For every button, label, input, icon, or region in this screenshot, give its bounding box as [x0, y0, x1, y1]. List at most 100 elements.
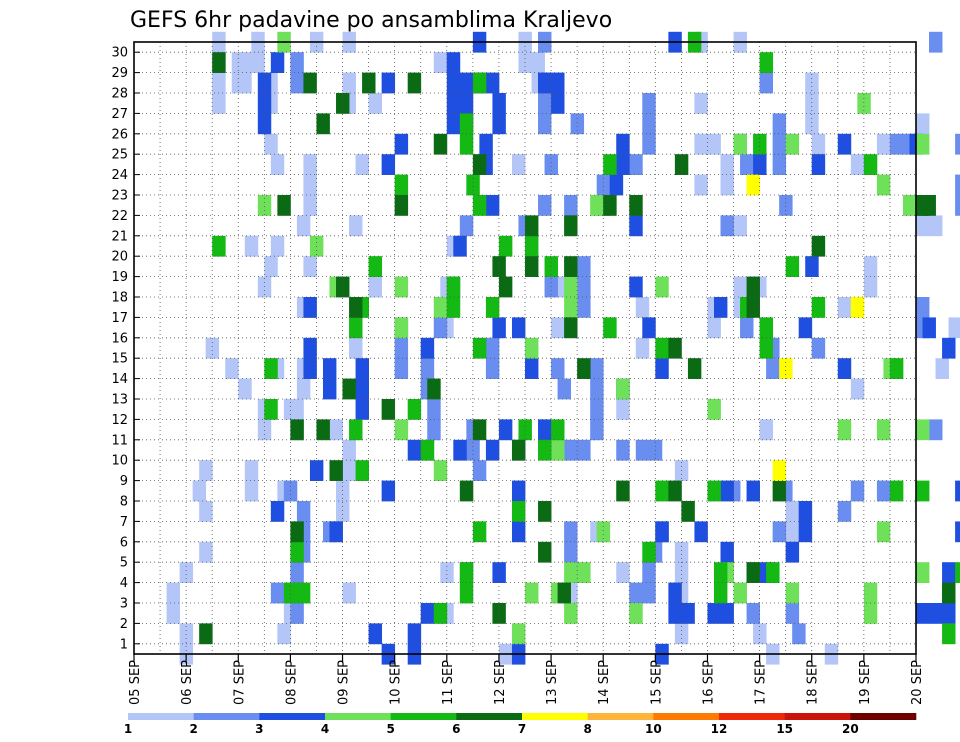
heatmap-cell — [837, 133, 852, 155]
heatmap-cell — [492, 562, 506, 583]
heatmap-cell — [629, 582, 643, 604]
heatmap-cell — [511, 623, 526, 645]
legend-swatch — [850, 713, 917, 720]
heatmap-cell — [564, 317, 578, 339]
heatmap-cell — [368, 623, 383, 645]
heatmap-cell — [251, 52, 265, 73]
heatmap-cell — [642, 582, 656, 604]
heatmap-cell — [603, 317, 617, 339]
y-tick-label: 1 — [120, 637, 128, 652]
heatmap-cell — [420, 337, 435, 359]
heatmap-cell — [916, 297, 930, 318]
heatmap-cell — [916, 113, 930, 135]
heatmap-cell — [668, 337, 682, 359]
heatmap-cell — [349, 297, 363, 318]
heatmap-cell — [283, 582, 298, 604]
heatmap-cell — [955, 174, 960, 196]
legend-label: 20 — [842, 722, 859, 736]
heatmap-cell — [303, 358, 317, 379]
x-tick-label: 13 SEP — [545, 660, 560, 705]
heatmap-cell — [427, 378, 441, 400]
heatmap-cell — [466, 174, 480, 196]
heatmap-cell — [635, 439, 650, 461]
heatmap-cell — [355, 399, 369, 420]
legend-label: 1 — [124, 722, 132, 736]
heatmap-cell — [616, 480, 630, 502]
heatmap-cell — [420, 603, 435, 624]
heatmap-cell — [635, 337, 650, 359]
heatmap-cell — [511, 480, 526, 502]
heatmap-cell — [713, 297, 728, 318]
heatmap-cell — [381, 154, 396, 175]
heatmap-cell — [955, 195, 960, 216]
heatmap-cell — [642, 93, 656, 114]
heatmap-cell — [837, 419, 852, 441]
heatmap-cell — [277, 623, 291, 645]
heatmap-cell — [916, 419, 930, 441]
x-tick-label: 16 SEP — [701, 660, 716, 705]
y-tick-label: 2 — [120, 617, 128, 632]
heatmap-cell — [759, 337, 774, 359]
heatmap-cell — [733, 276, 747, 298]
heatmap-cell — [746, 276, 760, 298]
heatmap-cell — [707, 603, 721, 624]
heatmap-cell — [577, 297, 591, 318]
heatmap-cell — [303, 256, 317, 277]
heatmap-cell — [720, 603, 734, 624]
y-tick-label: 4 — [120, 576, 128, 591]
heatmap-cell — [922, 317, 936, 339]
legend-swatch — [653, 713, 720, 720]
heatmap-cell — [296, 501, 311, 522]
heatmap-cell — [342, 460, 356, 481]
heatmap-cell — [355, 460, 369, 481]
heatmap-cell — [538, 93, 552, 114]
legend-swatch — [325, 713, 391, 720]
heatmap-cell — [564, 195, 578, 216]
heatmap-cell — [270, 52, 285, 73]
heatmap-cell — [850, 480, 865, 502]
legend-swatch — [456, 713, 523, 720]
heatmap-cell — [329, 460, 343, 481]
y-tick-label: 8 — [120, 495, 128, 510]
heatmap-cell — [407, 439, 422, 461]
heatmap-cell — [511, 439, 526, 461]
heatmap-cell — [668, 582, 682, 604]
y-tick-label: 5 — [120, 556, 128, 571]
heatmap-cell — [538, 419, 552, 441]
heatmap-cell — [733, 133, 747, 155]
legend-label: 6 — [452, 722, 460, 736]
heatmap-cell — [642, 113, 656, 135]
heatmap-cell — [642, 133, 656, 155]
heatmap-cell — [863, 276, 878, 298]
heatmap-cell — [472, 337, 487, 359]
heatmap-cell — [674, 623, 689, 645]
heatmap-cell — [472, 72, 487, 94]
heatmap-cell — [772, 460, 787, 481]
heatmap-cell — [290, 399, 304, 420]
heatmap-cell — [759, 419, 774, 441]
heatmap-cell — [720, 480, 734, 502]
legend-swatch — [719, 713, 785, 720]
heatmap-cell — [772, 133, 787, 155]
heatmap-cell — [368, 256, 383, 277]
y-axis: 1234567891011121314151617181920212223242… — [111, 46, 140, 652]
heatmap-cell — [792, 623, 806, 645]
heatmap-cell — [446, 276, 461, 298]
heatmap-cell — [590, 358, 604, 379]
heatmap-cell — [942, 623, 956, 645]
plot-frame — [133, 41, 917, 655]
chart-title: GEFS 6hr padavine po ansamblima Kraljevo — [130, 8, 612, 33]
heatmap-cell — [713, 582, 728, 604]
heatmap-cell — [564, 215, 578, 237]
heatmap-cell — [557, 582, 572, 604]
legend-label: 2 — [189, 722, 197, 736]
x-tick-label: 06 SEP — [180, 660, 195, 705]
heatmap-cell — [551, 317, 565, 339]
heatmap-cell — [538, 113, 552, 135]
heatmap-cell — [446, 113, 461, 135]
heatmap-cell — [355, 154, 369, 175]
x-tick-label: 18 SEP — [806, 660, 821, 705]
heatmap-cell — [538, 439, 552, 461]
heatmap-cell — [459, 480, 474, 502]
